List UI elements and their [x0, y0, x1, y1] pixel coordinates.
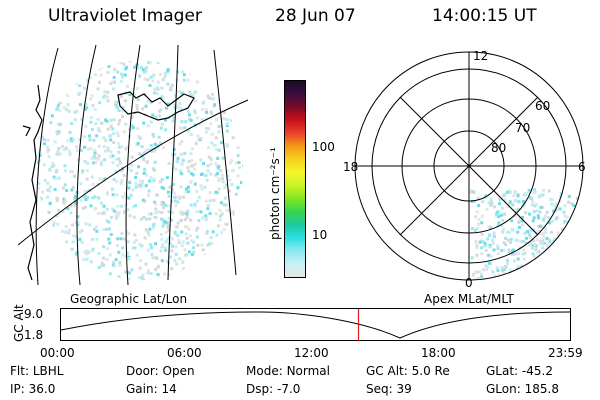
polar-panel-caption: Apex MLat/MLT: [424, 292, 514, 306]
polar-grid: [354, 51, 584, 281]
info-flt: Flt: LBHL: [10, 364, 64, 378]
altitude-plot[interactable]: [60, 308, 572, 342]
altitude-xtick-0000: 00:00: [40, 346, 75, 360]
mlt-label-12: 12: [473, 49, 488, 63]
mlat-label-60: 60: [535, 99, 550, 113]
info-door: Door: Open: [126, 364, 195, 378]
colorbar-gradient: [285, 81, 305, 277]
lat-lon-grid: [18, 44, 249, 285]
altitude-xtick-1800: 18:00: [421, 346, 456, 360]
info-gc-alt: GC Alt: 5.0 Re: [366, 364, 450, 378]
mlt-label-18: 18: [343, 160, 358, 174]
altitude-xtick-0600: 06:00: [167, 346, 202, 360]
info-gain: Gain: 14: [126, 382, 177, 396]
polar-uv-speckle: [470, 188, 583, 280]
image-time: 14:00:15 UT: [432, 6, 537, 26]
mlt-label-0: 0: [465, 276, 473, 290]
colorbar-unit-label: photon cm⁻²s⁻¹: [268, 147, 282, 240]
geographic-image-panel[interactable]: [18, 40, 260, 285]
mlt-label-6: 6: [578, 160, 586, 174]
info-glat: GLat: -45.2: [486, 364, 553, 378]
info-mode: Mode: Normal: [246, 364, 330, 378]
info-glon: GLon: 185.8: [486, 382, 559, 396]
uv-intensity-speckle: [37, 60, 243, 280]
info-ip: IP: 36.0: [10, 382, 56, 396]
colorbar-tick-100: 100: [312, 140, 335, 154]
geo-panel-caption: Geographic Lat/Lon: [70, 292, 188, 306]
altitude-xtick-2359: 23:59: [548, 346, 583, 360]
altitude-ytick-max: 9.0: [24, 307, 44, 321]
coastline-outline: [22, 84, 195, 281]
info-seq: Seq: 39: [366, 382, 412, 396]
colorbar-tick-10: 10: [312, 228, 328, 242]
instrument-title: Ultraviolet Imager: [48, 6, 202, 26]
altitude-xtick-1200: 12:00: [294, 346, 329, 360]
altitude-ytick-min: 1.8: [24, 328, 44, 342]
mlat-label-80: 80: [491, 141, 506, 155]
image-date: 28 Jun 07: [275, 6, 356, 26]
colorbar: [284, 80, 306, 278]
polar-mlt-panel[interactable]: 12 18 6 0 60 70 80: [335, 40, 600, 290]
info-dsp: Dsp: -7.0: [246, 382, 301, 396]
mlat-label-70: 70: [515, 121, 530, 135]
